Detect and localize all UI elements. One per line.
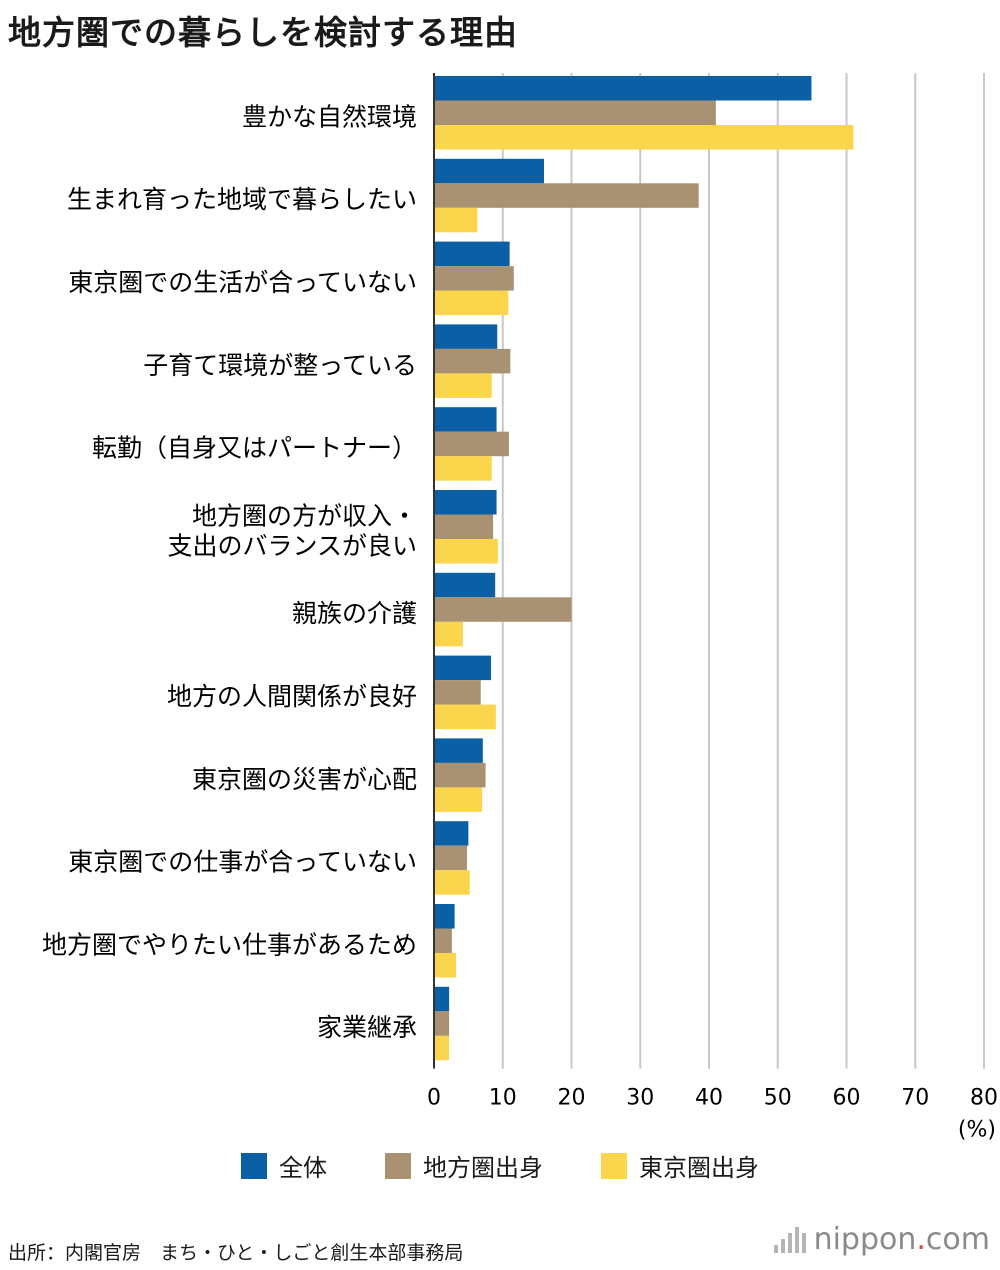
bar — [434, 787, 483, 812]
x-tick-label: 60 — [833, 1086, 861, 1111]
bar — [434, 845, 467, 871]
brand-name: nippon — [813, 1222, 917, 1257]
bar — [434, 928, 452, 953]
bar — [434, 158, 544, 184]
bar — [434, 870, 470, 895]
category-label: 東京圏の災害が心配 — [192, 765, 417, 794]
legend-label: 東京圏出身 — [639, 1154, 759, 1182]
category-label: 家業継承 — [317, 1013, 417, 1042]
category-label: 支出のバランスが良い — [167, 531, 417, 560]
legend-item: 全体 — [241, 1148, 327, 1183]
bar — [434, 514, 494, 539]
bar — [434, 431, 509, 457]
bar-chart: 豊かな自然環境生まれ育った地域で暮らしたい東京圏での生活が合っていない子育て環境… — [42, 73, 998, 1140]
bar — [434, 348, 511, 374]
bar — [434, 1011, 450, 1036]
bar — [434, 76, 812, 101]
bar — [434, 655, 492, 681]
bar — [434, 1035, 450, 1061]
category-label: 地方圏でやりたい仕事があるため — [42, 930, 417, 959]
bar — [434, 821, 469, 846]
x-tick-label: 70 — [901, 1086, 929, 1111]
bar — [434, 621, 463, 647]
legend-swatch — [385, 1152, 411, 1179]
brand-mark-icon — [773, 1226, 806, 1253]
legend-swatch — [601, 1152, 627, 1179]
legend-label: 地方圏出身 — [423, 1154, 543, 1182]
category-label: 豊かな自然環境 — [242, 102, 417, 131]
category-label: 親族の介護 — [292, 599, 417, 628]
bar — [434, 572, 496, 598]
bar — [434, 266, 514, 291]
bar — [434, 986, 450, 1012]
category-label: 地方の人間関係が良好 — [167, 682, 417, 711]
bar — [434, 207, 478, 233]
category-label: 子育て環境が整っている — [143, 351, 417, 380]
bar — [434, 490, 497, 515]
x-tick-label: 0 — [427, 1086, 441, 1111]
legend-label: 全体 — [279, 1154, 327, 1182]
bar — [434, 762, 486, 788]
x-tick-label: 40 — [695, 1086, 723, 1111]
brand-dot: . — [916, 1222, 926, 1257]
bar — [434, 241, 510, 267]
brand-suffix: com — [925, 1222, 990, 1257]
bar — [434, 953, 456, 978]
bar — [434, 456, 492, 481]
bar — [434, 373, 492, 398]
x-tick-label: 20 — [558, 1086, 586, 1111]
bar — [434, 407, 497, 432]
legend: 全体 地方圏出身 東京圏出身 — [0, 1148, 1000, 1183]
source-note: 出所：内閣官房 まち・ひと・しごと創生本部事務局 — [8, 1242, 464, 1264]
gridlines — [501, 73, 985, 1069]
category-label: 東京圏での仕事が合っていない — [68, 848, 417, 877]
bars — [434, 76, 854, 1061]
x-tick-labels: 0 10 20 30 40 50 60 70 80 — [427, 1086, 998, 1111]
bar — [434, 125, 854, 150]
category-label: 転勤（自身又はパートナー） — [92, 434, 417, 463]
bar — [434, 904, 455, 929]
x-tick-label: 30 — [626, 1086, 654, 1111]
brand-logo: nippon.com — [773, 1222, 990, 1257]
x-tick-label: 80 — [970, 1086, 998, 1111]
category-label: 地方圏の方が収入・ — [192, 501, 417, 530]
bar — [434, 597, 572, 622]
bar — [434, 183, 699, 208]
bar — [434, 100, 716, 125]
bar — [434, 680, 481, 705]
category-labels: 豊かな自然環境生まれ育った地域で暮らしたい東京圏での生活が合っていない子育て環境… — [42, 102, 417, 1042]
bar — [434, 704, 496, 730]
chart-title: 地方圏での暮らしを検討する理由 — [8, 13, 518, 52]
x-axis-unit: (%) — [958, 1118, 996, 1140]
bar — [434, 290, 509, 316]
legend-item: 地方圏出身 — [385, 1148, 543, 1183]
legend-item: 東京圏出身 — [601, 1148, 759, 1183]
legend-swatch — [241, 1152, 267, 1179]
bar — [434, 539, 498, 564]
x-tick-label: 10 — [489, 1086, 517, 1111]
category-label: 東京圏での生活が合っていない — [68, 268, 417, 297]
x-tick-label: 50 — [764, 1086, 792, 1111]
bar — [434, 738, 483, 763]
category-label: 生まれ育った地域で暮らしたい — [67, 185, 417, 214]
bar — [434, 324, 498, 349]
